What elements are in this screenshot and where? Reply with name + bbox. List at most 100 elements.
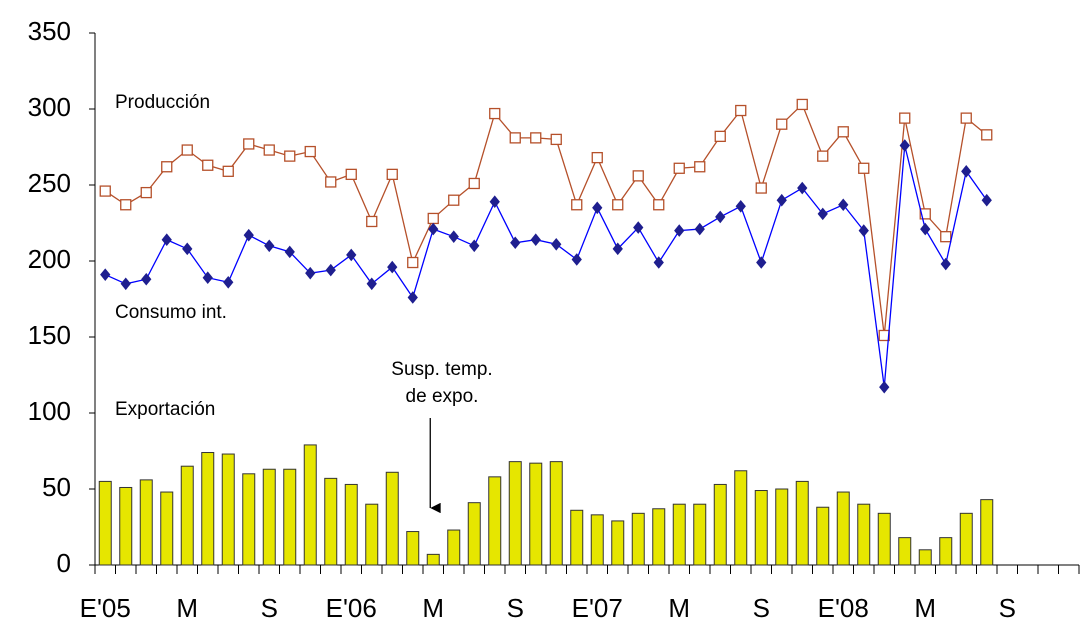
marker (673, 162, 685, 174)
bar (426, 553, 440, 566)
marker (981, 193, 992, 207)
marker (120, 199, 132, 211)
bar (139, 479, 153, 566)
marker (960, 112, 972, 124)
bar (303, 444, 317, 566)
x-tick-label: M (668, 593, 690, 623)
marker (202, 271, 213, 285)
marker (612, 242, 623, 256)
marker (263, 144, 275, 156)
bar (508, 461, 522, 566)
marker (797, 181, 808, 195)
bar (631, 512, 645, 566)
marker (961, 165, 972, 178)
bar (488, 476, 502, 566)
marker (776, 118, 788, 130)
marker (120, 277, 131, 291)
marker (530, 233, 541, 247)
marker (284, 245, 295, 259)
bar (795, 480, 809, 566)
marker (776, 193, 787, 207)
marker (550, 133, 562, 146)
marker (99, 185, 111, 197)
marker (837, 126, 849, 138)
marker (468, 177, 480, 190)
x-tick-label: S (261, 593, 278, 623)
bar (816, 506, 830, 566)
marker (346, 248, 357, 262)
bar (467, 502, 481, 566)
bar (365, 503, 379, 566)
marker (407, 256, 419, 269)
bar (160, 491, 174, 566)
marker (632, 170, 644, 182)
bar (98, 480, 112, 566)
marker (858, 162, 870, 174)
marker (592, 201, 603, 215)
bar (529, 462, 543, 566)
marker (899, 112, 911, 124)
marker (427, 212, 439, 225)
marker (345, 168, 357, 181)
marker (489, 107, 501, 120)
marker (325, 263, 336, 277)
bar (693, 503, 707, 566)
marker (387, 260, 398, 274)
marker (571, 199, 583, 211)
marker (694, 222, 705, 236)
line (104, 145, 988, 388)
marker (858, 224, 869, 237)
x-tick-label: M (422, 593, 444, 623)
marker (919, 208, 931, 220)
annotation: de expo. (406, 386, 479, 407)
bar (590, 514, 604, 566)
marker (161, 233, 172, 247)
bar (180, 465, 194, 566)
marker (448, 230, 459, 243)
bar (611, 520, 625, 566)
marker (817, 150, 829, 162)
x-tick-label: E'06 (326, 593, 377, 623)
bar (570, 509, 584, 566)
marker (141, 272, 152, 286)
bar (939, 537, 953, 566)
y-tick-label: 250 (28, 168, 71, 198)
marker (325, 176, 337, 188)
marker (571, 253, 582, 266)
bar (549, 461, 563, 566)
bar (201, 452, 215, 566)
marker (305, 266, 316, 280)
marker (182, 242, 193, 256)
bar (324, 477, 338, 566)
marker (612, 199, 624, 211)
marker (386, 168, 398, 181)
marker (674, 224, 685, 237)
bar (857, 503, 871, 566)
x-tick-label: S (507, 593, 524, 623)
marker (428, 222, 439, 236)
marker (243, 228, 254, 242)
marker (100, 268, 111, 281)
marker (735, 104, 747, 117)
marker (653, 199, 665, 211)
marker (714, 130, 726, 143)
bar (713, 483, 727, 566)
bar (877, 512, 891, 566)
marker (366, 277, 377, 291)
marker (222, 165, 234, 177)
marker (817, 207, 828, 221)
bar (406, 531, 420, 566)
bar (385, 471, 399, 566)
marker (633, 221, 644, 234)
y-tick-label: 100 (28, 396, 71, 426)
x-tick-label: S (999, 593, 1016, 623)
series-label: Exportación (115, 399, 215, 420)
bar (283, 468, 297, 566)
marker (448, 194, 460, 206)
marker (469, 239, 480, 253)
marker (653, 256, 664, 269)
bar (672, 503, 686, 566)
marker (202, 159, 214, 171)
series-label: Producción (115, 92, 210, 113)
marker (879, 380, 890, 394)
